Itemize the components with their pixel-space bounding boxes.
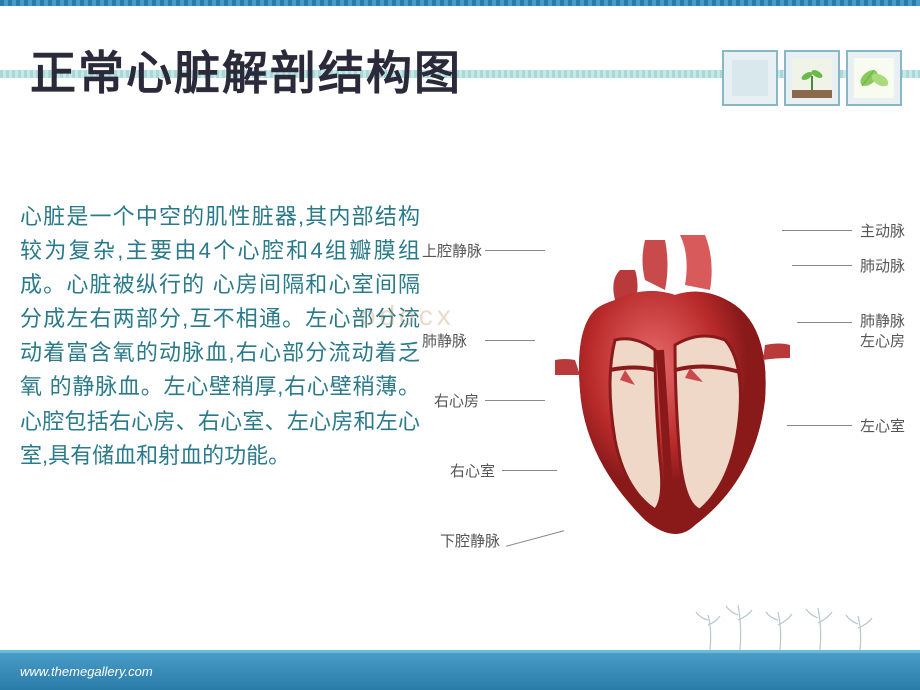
label-pulm-artery: 肺动脉 <box>860 255 905 276</box>
header-icons <box>722 50 902 106</box>
page-title: 正常心脏解剖结构图 <box>30 37 462 103</box>
description-text: 心脏是一个中空的肌性脏器,其内部结构较为复杂,主要由4个心腔和4组瓣膜组成。心脏… <box>20 200 420 580</box>
header-icon-2 <box>784 50 840 106</box>
label-line <box>485 250 545 251</box>
label-left-atrium: 左心房 <box>860 330 905 351</box>
label-line <box>485 340 535 341</box>
label-aorta: 主动脉 <box>860 220 905 241</box>
footer: www.themegallery.com <box>0 650 920 690</box>
header: 正常心脏解剖结构图 <box>0 20 920 120</box>
label-line <box>485 400 545 401</box>
leaves-icon <box>854 58 894 98</box>
label-right-ventricle: 右心室 <box>450 460 495 481</box>
blank-icon <box>730 58 770 98</box>
heart-illustration <box>525 230 805 550</box>
heart-diagram: 上腔静脉 肺静脉 右心房 右心室 下腔静脉 主动脉 肺动脉 肺静脉 左心房 左心… <box>430 200 900 580</box>
label-line <box>502 470 557 471</box>
label-ivc: 下腔静脉 <box>440 530 500 551</box>
label-pulm-vein-r: 肺静脉 <box>860 310 905 331</box>
label-line <box>782 230 852 231</box>
label-line <box>787 425 852 426</box>
header-icon-3 <box>846 50 902 106</box>
footer-plants-decoration <box>690 590 890 650</box>
label-line <box>792 265 852 266</box>
label-line <box>797 322 852 323</box>
top-border <box>0 0 920 6</box>
label-pulm-vein-l: 肺静脉 <box>422 330 467 351</box>
label-svc: 上腔静脉 <box>422 240 482 261</box>
content-area: 心脏是一个中空的肌性脏器,其内部结构较为复杂,主要由4个心腔和4组瓣膜组成。心脏… <box>20 200 900 580</box>
label-right-atrium: 右心房 <box>434 390 479 411</box>
sprout-icon <box>792 58 832 98</box>
label-left-ventricle: 左心室 <box>860 415 905 436</box>
header-icon-1 <box>722 50 778 106</box>
footer-url: www.themegallery.com <box>20 664 153 679</box>
